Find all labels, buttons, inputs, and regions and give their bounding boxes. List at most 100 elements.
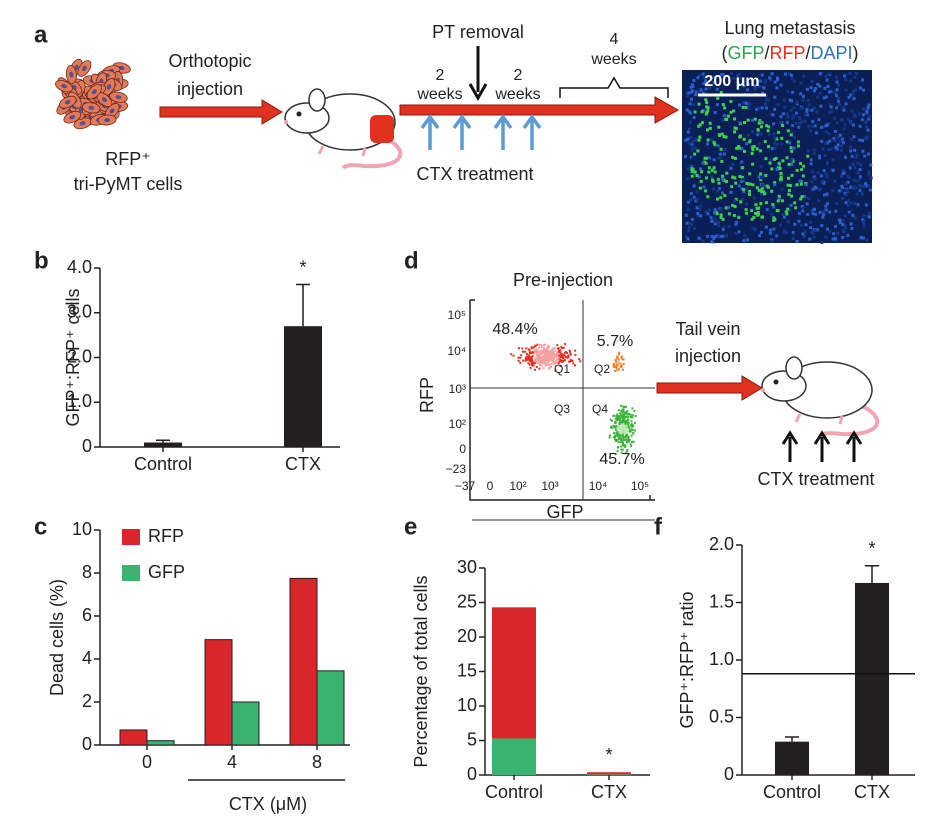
flow-dot (538, 343, 541, 346)
y-tick-label: 15 (457, 660, 477, 680)
dot (759, 125, 763, 129)
dot (710, 175, 714, 179)
weeks: 4 (610, 31, 619, 48)
injection-label: injection (675, 346, 741, 366)
dot (826, 227, 830, 231)
dot (747, 106, 751, 110)
dot (849, 138, 853, 142)
dot (869, 163, 873, 167)
flow-dot (622, 423, 625, 426)
dot (835, 80, 839, 84)
dot (737, 145, 741, 149)
nucleus (82, 65, 87, 72)
dot (725, 171, 729, 175)
dot (730, 185, 734, 189)
flow-dot (630, 445, 633, 448)
flow-dot (544, 351, 547, 354)
flow-dot (554, 361, 557, 364)
dot (836, 135, 840, 139)
flow-dot (548, 363, 551, 366)
dot (844, 193, 848, 197)
dot (794, 121, 798, 125)
flow-dot (625, 421, 628, 424)
dot (706, 109, 710, 113)
y-tick-label: 10 (457, 695, 477, 715)
dot (825, 123, 829, 127)
dot (852, 97, 856, 101)
dot (766, 129, 770, 133)
dot (804, 183, 808, 187)
flow-dot (535, 358, 538, 361)
dot (777, 194, 781, 198)
dot (808, 237, 812, 241)
dot (715, 220, 719, 224)
dot (700, 121, 704, 125)
flow-dot (550, 365, 553, 368)
flow-dot (546, 358, 549, 361)
flow-dot (553, 361, 556, 364)
dot (699, 88, 703, 92)
dot (843, 214, 847, 218)
dot (752, 215, 756, 219)
dot (824, 235, 828, 239)
dot (793, 222, 797, 226)
dot (845, 190, 849, 194)
dot (748, 140, 752, 144)
dot (831, 189, 835, 193)
flow-dot (552, 347, 555, 350)
dot (752, 145, 756, 149)
dot (830, 109, 834, 113)
flow-dot (546, 347, 549, 350)
dot (712, 240, 716, 244)
dot (770, 212, 774, 216)
dot (692, 103, 696, 107)
flow-dot (629, 443, 632, 446)
error-bar (785, 736, 799, 742)
flow-dot (620, 438, 623, 441)
dot (745, 142, 749, 146)
panel-a: a RFP⁺ tri-PyMT cells Orthotopic injecti… (34, 18, 873, 244)
bar (231, 701, 260, 746)
dot (747, 189, 751, 193)
flow-dot (557, 352, 560, 355)
flow-dot (613, 432, 616, 435)
dot (704, 161, 708, 165)
dot (817, 198, 821, 202)
dot (710, 234, 714, 238)
flow-dot (625, 426, 628, 429)
dot (738, 135, 742, 139)
flow-dot (558, 357, 561, 360)
dot (763, 140, 767, 144)
dot (799, 106, 803, 110)
dot (835, 88, 839, 92)
dot (824, 172, 828, 176)
dot (722, 113, 726, 117)
dot (756, 213, 760, 217)
dot (858, 175, 862, 179)
dot (805, 113, 809, 117)
dot (686, 137, 690, 141)
dot (722, 135, 726, 139)
dot (748, 172, 752, 176)
dot (807, 103, 811, 107)
dot (794, 111, 798, 115)
dot (691, 167, 695, 171)
dot (841, 137, 845, 141)
flow-dot (633, 410, 636, 413)
flow-dot (546, 363, 549, 366)
dot (703, 156, 707, 160)
dot (750, 130, 754, 134)
flow-dot (612, 436, 615, 439)
flow-dot (548, 350, 551, 353)
dot (797, 211, 801, 215)
arrow (159, 99, 283, 125)
flow-dot (564, 343, 567, 346)
dot (834, 145, 838, 149)
flow-dot (613, 426, 616, 429)
flow-dot (626, 425, 629, 428)
arrow (399, 96, 680, 124)
flow-dot (562, 346, 565, 349)
flow-dot (542, 366, 545, 369)
flow-y-tick: 10² (449, 417, 466, 431)
error-bar (296, 283, 310, 327)
